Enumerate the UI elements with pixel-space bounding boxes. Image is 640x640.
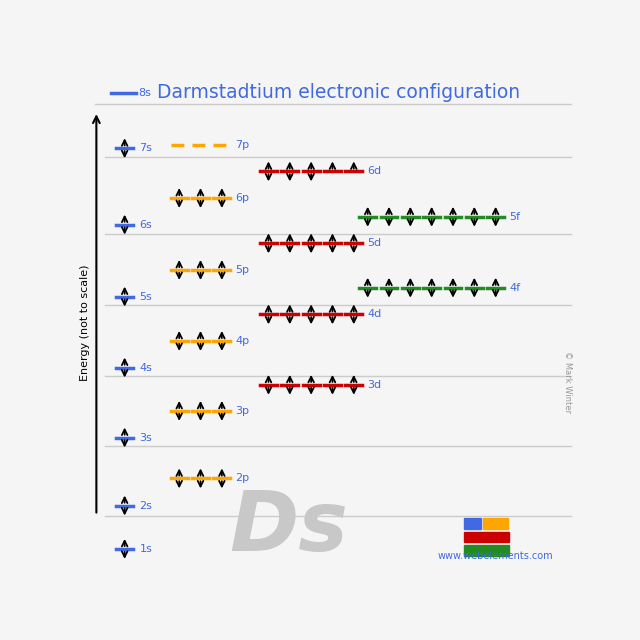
Text: 5d: 5d (367, 238, 381, 248)
Text: © Mark Winter: © Mark Winter (563, 351, 572, 413)
Text: www.webelements.com: www.webelements.com (438, 551, 554, 561)
Text: 8s: 8s (138, 88, 152, 97)
Bar (465, 545, 509, 556)
Text: 3p: 3p (236, 406, 249, 416)
Text: 6s: 6s (140, 220, 152, 230)
Text: 6p: 6p (236, 193, 249, 203)
Text: Ds: Ds (229, 487, 348, 568)
Text: 5s: 5s (140, 292, 152, 301)
Text: 7s: 7s (140, 143, 152, 153)
Text: 4s: 4s (140, 362, 152, 372)
Text: 3d: 3d (367, 380, 381, 390)
Text: 5p: 5p (236, 265, 249, 275)
Bar (465, 532, 509, 543)
Bar (483, 518, 508, 529)
Text: 2s: 2s (140, 500, 152, 511)
Text: Darmstadtium electronic configuration: Darmstadtium electronic configuration (157, 83, 520, 102)
Text: 7p: 7p (236, 140, 250, 150)
Text: 3s: 3s (140, 433, 152, 442)
Text: 1s: 1s (140, 544, 152, 554)
Text: 4f: 4f (509, 283, 520, 292)
Bar (465, 518, 481, 529)
Text: 4p: 4p (236, 336, 250, 346)
Text: 5f: 5f (509, 212, 520, 221)
Text: Energy (not to scale): Energy (not to scale) (80, 265, 90, 381)
Text: 4d: 4d (367, 309, 381, 319)
Text: 2p: 2p (236, 474, 250, 483)
Text: 6d: 6d (367, 166, 381, 177)
